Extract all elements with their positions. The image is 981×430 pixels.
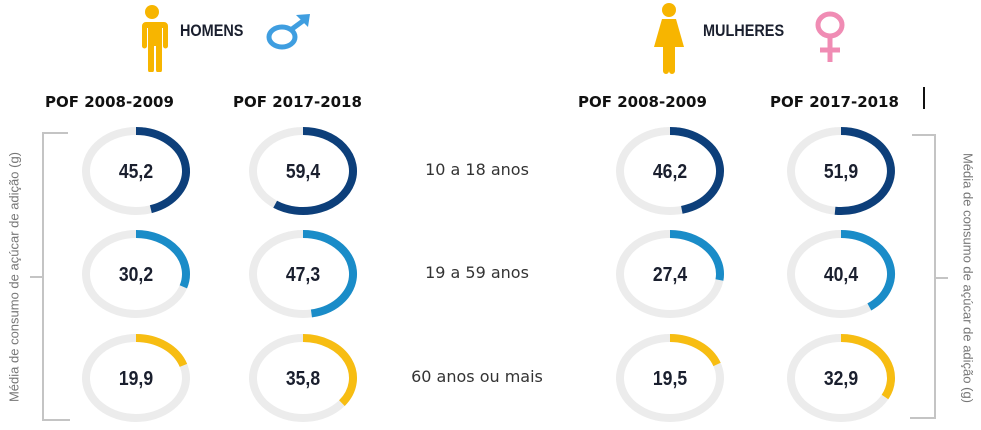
ring-progress-arc — [669, 127, 724, 214]
age-label-60-plus: 60 anos ou mais — [411, 367, 543, 386]
ring-chart: 46,2 — [616, 127, 724, 215]
ring-value-label: 30,2 — [119, 263, 153, 285]
column-header-men-2008: POF 2008-2009 — [45, 93, 174, 111]
column-header-women-2017: POF 2017-2018 — [770, 93, 899, 111]
female-symbol-icon — [815, 11, 845, 62]
right-bracket-line — [910, 134, 936, 419]
ring-value-label: 46,2 — [653, 160, 687, 182]
text-cursor — [923, 87, 925, 109]
women-group-title: MULHERES — [703, 21, 785, 40]
ring-value-label: 32,9 — [824, 367, 858, 389]
ring-chart: 27,4 — [616, 230, 724, 318]
ring-value-label: 51,9 — [824, 160, 858, 182]
ring-progress-arc — [302, 230, 358, 318]
ring-chart: 19,9 — [82, 334, 190, 422]
column-header-women-2008: POF 2008-2009 — [578, 93, 707, 111]
male-symbol-icon — [266, 14, 310, 50]
ring-progress-arc — [135, 127, 190, 214]
ring-chart: 19,5 — [616, 334, 724, 422]
ring-chart: 35,8 — [249, 334, 357, 422]
ring-value-label: 59,4 — [286, 160, 321, 182]
ring-chart: 30,2 — [82, 230, 190, 318]
ring-chart: 45,2 — [82, 127, 190, 215]
ring-progress-arc — [840, 334, 895, 400]
ring-progress-arc — [669, 334, 721, 367]
man-icon — [140, 5, 168, 72]
ring-value-label: 45,2 — [119, 160, 153, 182]
ring-chart: 51,9 — [787, 127, 895, 215]
ring-value-label: 35,8 — [286, 367, 320, 389]
ring-value-label: 19,5 — [653, 367, 687, 389]
ring-progress-arc — [135, 230, 190, 289]
ring-chart: 59,4 — [249, 127, 357, 215]
ring-chart: 40,4 — [787, 230, 895, 318]
ring-progress-arc — [840, 230, 895, 311]
ring-value-label: 40,4 — [824, 263, 859, 285]
woman-icon — [654, 3, 684, 74]
age-label-19-59: 19 a 59 anos — [425, 263, 529, 282]
ring-progress-arc — [834, 127, 895, 215]
ring-value-label: 19,9 — [119, 367, 153, 389]
men-group-title: HOMENS — [180, 21, 244, 40]
column-header-men-2017: POF 2017-2018 — [233, 93, 362, 111]
age-label-10-18: 10 a 18 anos — [425, 160, 529, 179]
ring-progress-arc — [669, 230, 724, 281]
ring-chart: 47,3 — [249, 230, 358, 318]
ring-progress-arc — [135, 334, 188, 368]
ring-progress-arc — [273, 127, 357, 215]
ring-chart: 32,9 — [787, 334, 895, 422]
ring-progress-arc — [302, 334, 357, 406]
ring-value-label: 27,4 — [653, 263, 688, 285]
ring-value-label: 47,3 — [286, 263, 320, 285]
